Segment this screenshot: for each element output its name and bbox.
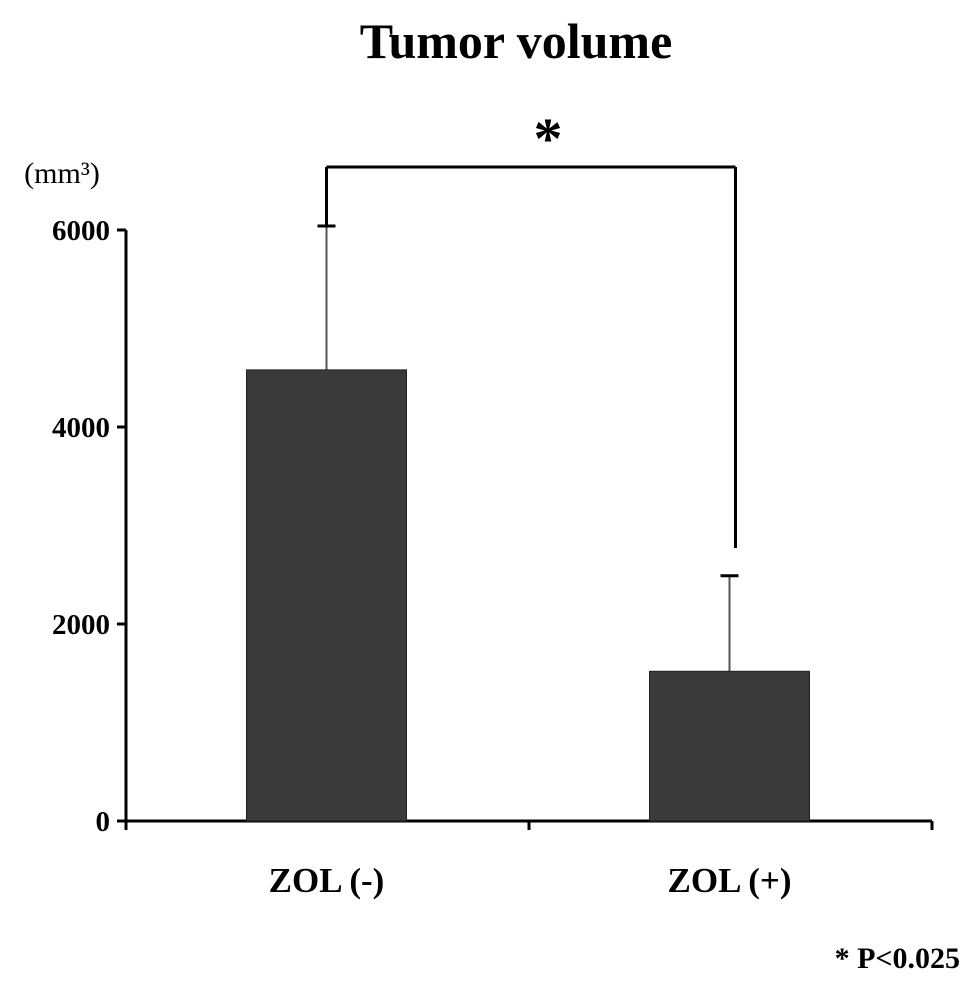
bar bbox=[649, 670, 810, 822]
y-tick-label: 2000 bbox=[52, 609, 110, 641]
bars: ZOL (-) ZOL (+) bbox=[246, 224, 810, 900]
y-axis-unit-label: (mm³) bbox=[24, 157, 100, 190]
bar bbox=[246, 369, 407, 822]
chart-title: Tumor volume bbox=[360, 13, 673, 69]
y-tick-label: 0 bbox=[96, 806, 111, 838]
y-tick-label: 4000 bbox=[52, 412, 110, 444]
significance-marker: * bbox=[534, 106, 563, 171]
significance-bracket: * bbox=[325, 106, 737, 548]
x-category-label: ZOL (-) bbox=[269, 861, 385, 900]
y-tick-label: 6000 bbox=[52, 215, 110, 247]
footnote: * P<0.025 bbox=[835, 942, 960, 975]
x-category-label: ZOL (+) bbox=[668, 861, 792, 900]
